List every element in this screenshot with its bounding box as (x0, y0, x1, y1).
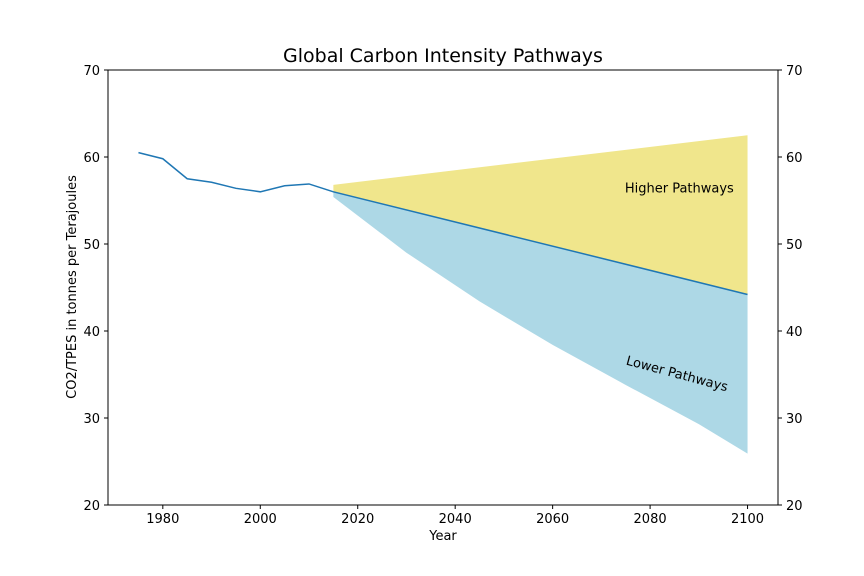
band-lower-pathways (333, 191, 748, 454)
x-tick-label: 2060 (536, 512, 569, 527)
x-axis-label: Year (428, 529, 457, 544)
y-tick-label-right: 40 (786, 325, 803, 340)
y-tick-label-left: 70 (83, 64, 100, 79)
series-line-0 (138, 151, 748, 296)
series-lines (138, 151, 748, 296)
x-tick-label: 1980 (146, 512, 179, 527)
chart-title: Global Carbon Intensity Pathways (283, 45, 603, 67)
y-tick-label-left: 50 (83, 238, 100, 253)
y-tick-label-right: 60 (786, 151, 803, 166)
pathway-bands (333, 135, 748, 454)
annotation-higher-pathways: Higher Pathways (625, 182, 734, 197)
y-tick-label-right: 70 (786, 64, 803, 79)
x-tick-label: 2000 (244, 512, 277, 527)
y-tick-label-left: 20 (83, 499, 100, 514)
x-tick-label: 2100 (731, 512, 764, 527)
y-tick-label-right: 50 (786, 238, 803, 253)
band-higher-pathways (333, 135, 748, 295)
x-tick-label: 2020 (341, 512, 374, 527)
y-tick-label-right: 20 (786, 499, 803, 514)
y-tick-label-right: 30 (786, 412, 803, 427)
y-tick-label-left: 60 (83, 151, 100, 166)
y-tick-label-left: 30 (83, 412, 100, 427)
x-tick-label: 2080 (634, 512, 667, 527)
y-tick-label-left: 40 (83, 325, 100, 340)
plot-frame (107, 69, 779, 506)
x-tick-label: 2040 (439, 512, 472, 527)
y-axis-label: CO2/TPES in tonnes per Terajoules (65, 175, 80, 399)
